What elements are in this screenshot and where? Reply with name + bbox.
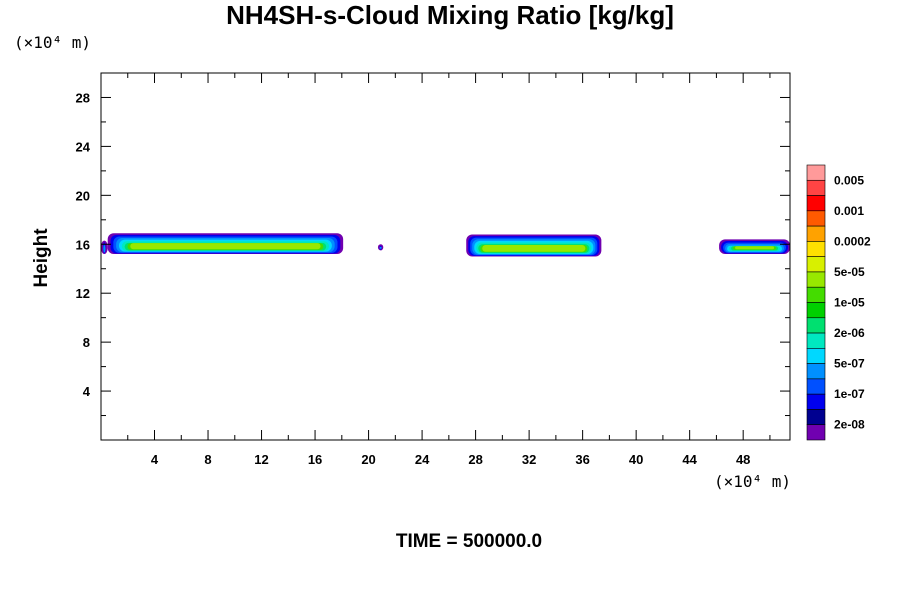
x-tick-label: 32 — [522, 452, 536, 467]
colorbar-label: 2e-06 — [834, 326, 865, 340]
colorbar-swatch — [806, 195, 826, 212]
colorbar-swatch — [806, 378, 826, 395]
x-tick-label: 36 — [575, 452, 589, 467]
y-tick-label: 8 — [83, 335, 90, 350]
time-label: TIME = 500000.0 — [395, 531, 543, 552]
colorbar-label: 0.001 — [834, 204, 864, 218]
x-tick-label: 4 — [151, 452, 159, 467]
colorbar-swatch — [806, 225, 826, 242]
colorbar-label: 1e-05 — [834, 296, 865, 310]
cloud-region — [101, 240, 108, 255]
colorbar-label: 2e-08 — [834, 418, 865, 432]
cloud-band — [735, 246, 774, 250]
colorbar-label: 0.005 — [834, 173, 864, 187]
colorbar-swatch — [806, 363, 826, 380]
colorbar-swatch — [806, 241, 826, 257]
colorbar: 0.005 0.001 0.0002 5e-05 1e-05 2e-06 5e-07 1e-0… — [806, 164, 871, 441]
colorbar-swatch — [806, 393, 826, 410]
x-tick-label: 44 — [682, 452, 697, 467]
colorbar-label: 0.0002 — [834, 234, 871, 248]
x-tick-label: 16 — [308, 452, 322, 467]
cloud-layer — [101, 233, 790, 257]
x-tick-label: 40 — [629, 452, 643, 467]
cloud-region — [719, 239, 790, 255]
colorbar-swatch — [806, 317, 826, 334]
colorbar-swatch — [806, 424, 826, 441]
colorbar-swatch — [806, 286, 826, 303]
x-axis-unit: (×10⁴ m) — [714, 472, 792, 491]
x-tick-label: 20 — [361, 452, 375, 467]
colorbar-swatch — [806, 210, 826, 227]
colorbar-label: 5e-07 — [834, 357, 865, 371]
colorbar-swatch — [806, 409, 826, 426]
cloud-region — [377, 244, 384, 251]
cloud-region — [466, 234, 602, 257]
chart-title: NH4SH-s-Cloud Mixing Ratio [kg/kg] — [226, 0, 674, 30]
cloud-region — [107, 233, 344, 255]
colorbar-swatch — [806, 179, 826, 196]
colorbar-swatch — [806, 348, 826, 364]
y-axis-unit: (×10⁴ m) — [14, 33, 92, 52]
x-tick-label: 48 — [736, 452, 750, 467]
y-tick-label: 28 — [76, 90, 90, 105]
colorbar-label: 5e-05 — [834, 265, 865, 279]
plot-frame — [100, 72, 791, 441]
cloud-band — [130, 243, 321, 250]
colorbar-swatch — [806, 256, 826, 273]
y-tick-label: 4 — [83, 384, 91, 399]
x-tick-label: 28 — [468, 452, 482, 467]
colorbar-swatch — [806, 302, 826, 319]
y-tick-label: 20 — [76, 188, 90, 203]
cloud-band — [482, 244, 586, 252]
cloud-band — [103, 245, 106, 253]
colorbar-swatch — [806, 271, 826, 288]
cloud-band — [379, 246, 382, 249]
colorbar-label: 1e-07 — [834, 387, 865, 401]
x-tick-label: 12 — [254, 452, 268, 467]
x-tick-label: 24 — [415, 452, 430, 467]
colorbar-swatch — [806, 164, 826, 181]
x-tick-label: 8 — [204, 452, 211, 467]
y-tick-label: 12 — [76, 286, 90, 301]
y-tick-label: 16 — [76, 237, 90, 252]
y-tick-label: 24 — [76, 139, 91, 154]
colorbar-swatch — [806, 332, 826, 349]
